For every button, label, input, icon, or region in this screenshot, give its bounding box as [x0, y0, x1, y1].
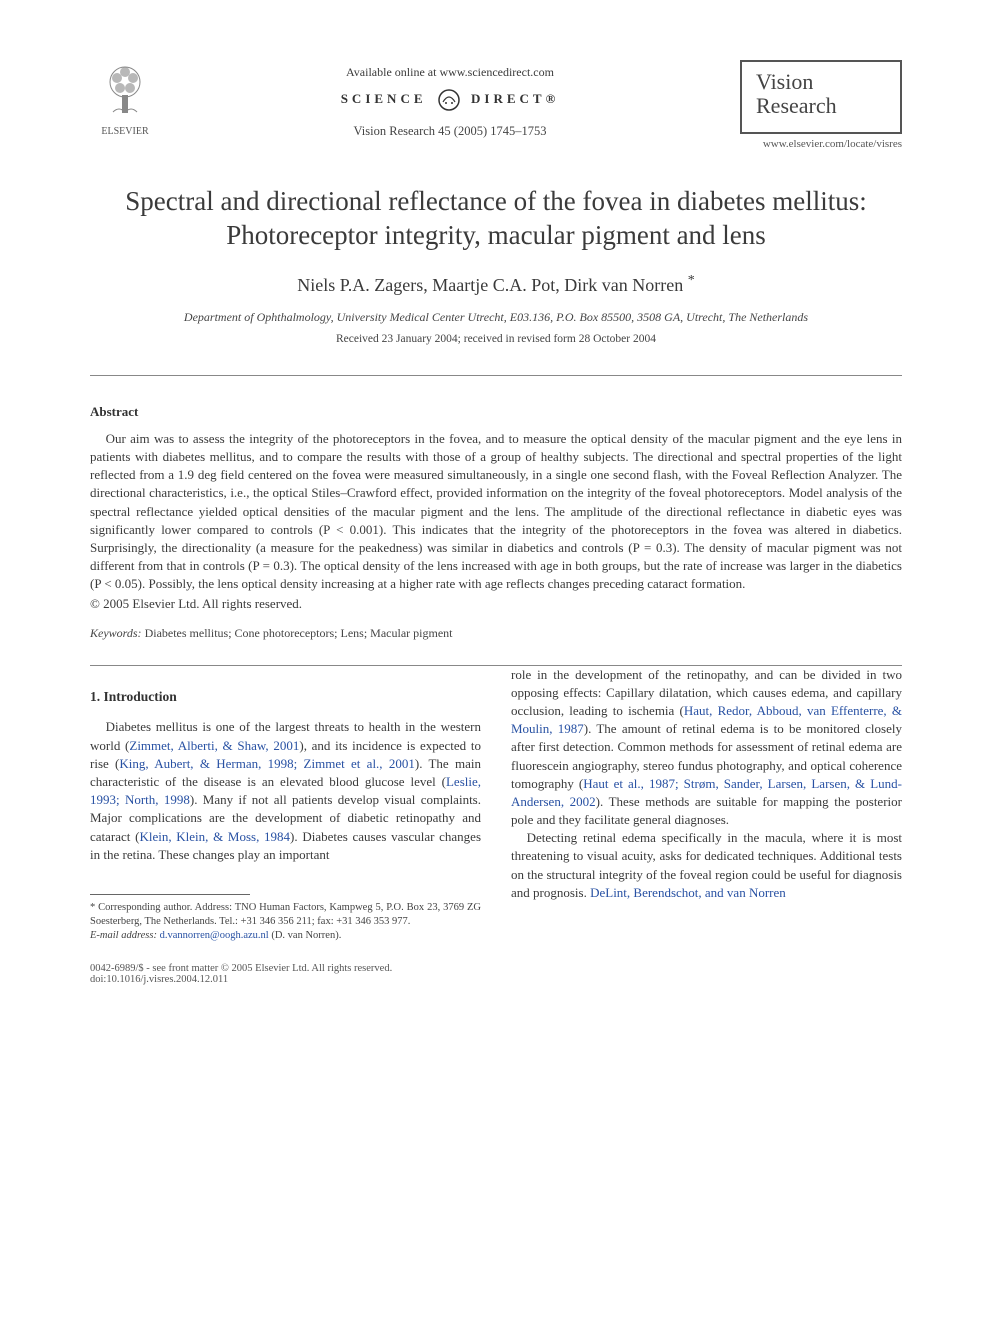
keywords-line: Keywords: Diabetes mellitus; Cone photor… [90, 626, 902, 641]
footer: 0042-6989/$ - see front matter © 2005 El… [90, 963, 902, 985]
article-dates: Received 23 January 2004; received in re… [90, 333, 902, 345]
header-row: ELSEVIER Available online at www.science… [90, 60, 902, 150]
header-center: Available online at www.sciencedirect.co… [160, 60, 740, 139]
affiliation: Department of Ophthalmology, University … [90, 310, 902, 325]
citation-link[interactable]: King, Aubert, & Herman, 1998; Zimmet et … [119, 756, 414, 771]
footnote-divider [90, 894, 250, 895]
intro-heading: 1. Introduction [90, 688, 481, 707]
author-names: Niels P.A. Zagers, Maartje C.A. Pot, Dir… [297, 275, 683, 295]
citation-link[interactable]: Zimmet, Alberti, & Shaw, 2001 [129, 738, 299, 753]
citation-link[interactable]: Klein, Klein, & Moss, 1984 [139, 829, 290, 844]
intro-paragraph-1: Diabetes mellitus is one of the largest … [90, 718, 481, 864]
footnote-email-line: E-mail address: d.vannorren@oogh.azu.nl … [90, 929, 481, 943]
sd-left: SCIENCE [341, 91, 427, 106]
authors-line: Niels P.A. Zagers, Maartje C.A. Pot, Dir… [90, 273, 902, 296]
citation-link[interactable]: DeLint, Berendschot, and van Norren [590, 885, 786, 900]
column-right: role in the development of the retinopat… [511, 666, 902, 944]
divider-top [90, 375, 902, 376]
publisher-name: ELSEVIER [90, 126, 160, 137]
journal-box-line1: Vision [756, 70, 886, 94]
abstract-body: Our aim was to assess the integrity of t… [90, 430, 902, 594]
journal-url[interactable]: www.elsevier.com/locate/visres [740, 138, 902, 150]
keywords-label: Keywords: [90, 626, 142, 640]
email-label: E-mail address: [90, 930, 157, 941]
footnote-address: * Corresponding author. Address: TNO Hum… [90, 901, 481, 929]
body-columns: 1. Introduction Diabetes mellitus is one… [90, 666, 902, 944]
corresponding-footnote: * Corresponding author. Address: TNO Hum… [90, 901, 481, 944]
footer-doi: doi:10.1016/j.visres.2004.12.011 [90, 974, 902, 985]
abstract-heading: Abstract [90, 404, 902, 420]
journal-box-wrapper: Vision Research www.elsevier.com/locate/… [740, 60, 902, 150]
available-online-text: Available online at www.sciencedirect.co… [160, 65, 740, 80]
keywords-text: Diabetes mellitus; Cone photoreceptors; … [142, 626, 453, 640]
publisher-logo: ELSEVIER [90, 60, 160, 137]
elsevier-tree-icon [95, 60, 155, 120]
email-name: (D. van Norren). [269, 930, 342, 941]
email-link[interactable]: d.vannorren@oogh.azu.nl [160, 930, 269, 941]
abstract-copyright: © 2005 Elsevier Ltd. All rights reserved… [90, 596, 902, 612]
sd-right: DIRECT® [471, 91, 559, 106]
footer-copyright: 0042-6989/$ - see front matter © 2005 El… [90, 963, 902, 974]
intro-paragraph-2: role in the development of the retinopat… [511, 666, 902, 830]
corresponding-mark: * [688, 273, 695, 288]
journal-title-box: Vision Research [740, 60, 902, 134]
journal-reference: Vision Research 45 (2005) 1745–1753 [160, 124, 740, 139]
science-direct-logo: SCIENCE DIRECT® [160, 88, 740, 112]
journal-box-line2: Research [756, 94, 886, 118]
science-direct-icon [437, 88, 461, 112]
column-left: 1. Introduction Diabetes mellitus is one… [90, 666, 481, 944]
intro-paragraph-3: Detecting retinal edema specifically in … [511, 829, 902, 902]
article-title: Spectral and directional reflectance of … [90, 185, 902, 253]
